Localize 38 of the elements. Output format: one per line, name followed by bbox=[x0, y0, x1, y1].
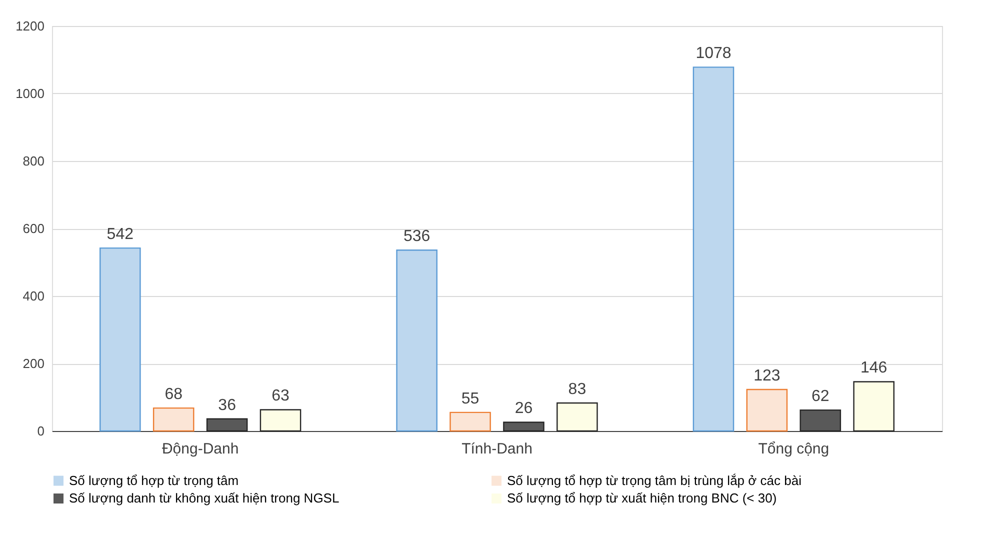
data-label: 55 bbox=[461, 390, 480, 408]
data-label: 62 bbox=[811, 388, 830, 406]
y-tick-label: 1200 bbox=[16, 18, 44, 34]
bar bbox=[206, 418, 248, 432]
data-label: 26 bbox=[514, 400, 533, 418]
data-label: 536 bbox=[403, 228, 430, 246]
bar bbox=[396, 250, 438, 432]
y-tick-label: 200 bbox=[22, 356, 44, 371]
data-label: 146 bbox=[860, 360, 888, 377]
x-tick-label: Tính-Danh bbox=[462, 440, 532, 458]
legend-label: Số lượng tổ hợp từ trọng tâm bbox=[69, 472, 239, 488]
legend-label: Số lượng danh từ không xuất hiện trong NGSL bbox=[69, 490, 340, 506]
data-label: 63 bbox=[272, 388, 290, 405]
y-tick-label: 600 bbox=[22, 221, 44, 236]
bar bbox=[746, 388, 788, 432]
y-tick-label: 400 bbox=[22, 288, 44, 304]
y-tick-label: 1000 bbox=[16, 86, 44, 101]
data-label: 123 bbox=[754, 367, 780, 384]
data-label: 36 bbox=[218, 396, 236, 414]
bar bbox=[800, 409, 842, 432]
bar bbox=[260, 409, 302, 432]
y-tick-label: 800 bbox=[22, 154, 44, 168]
legend-label: Số lượng tổ hợp từ trọng tâm bị trùng lắp ở các bài bbox=[507, 472, 802, 488]
legend-label: Số lượng tổ hợp từ xuất hiện trong BNC (< 30) bbox=[507, 490, 777, 506]
data-label: 1078 bbox=[696, 45, 732, 62]
bar bbox=[556, 402, 598, 432]
x-tick-label: Tổng cộng bbox=[758, 440, 830, 458]
bar bbox=[692, 66, 734, 432]
bar bbox=[152, 407, 194, 432]
data-label: 83 bbox=[568, 380, 586, 398]
y-tick-label: 0 bbox=[37, 424, 44, 438]
data-label: 68 bbox=[164, 386, 183, 404]
bar bbox=[853, 381, 894, 432]
bar bbox=[450, 412, 491, 432]
x-tick-label: Động-Danh bbox=[162, 440, 239, 458]
bar bbox=[503, 422, 544, 432]
bar bbox=[100, 247, 141, 432]
data-label: 542 bbox=[106, 226, 134, 244]
